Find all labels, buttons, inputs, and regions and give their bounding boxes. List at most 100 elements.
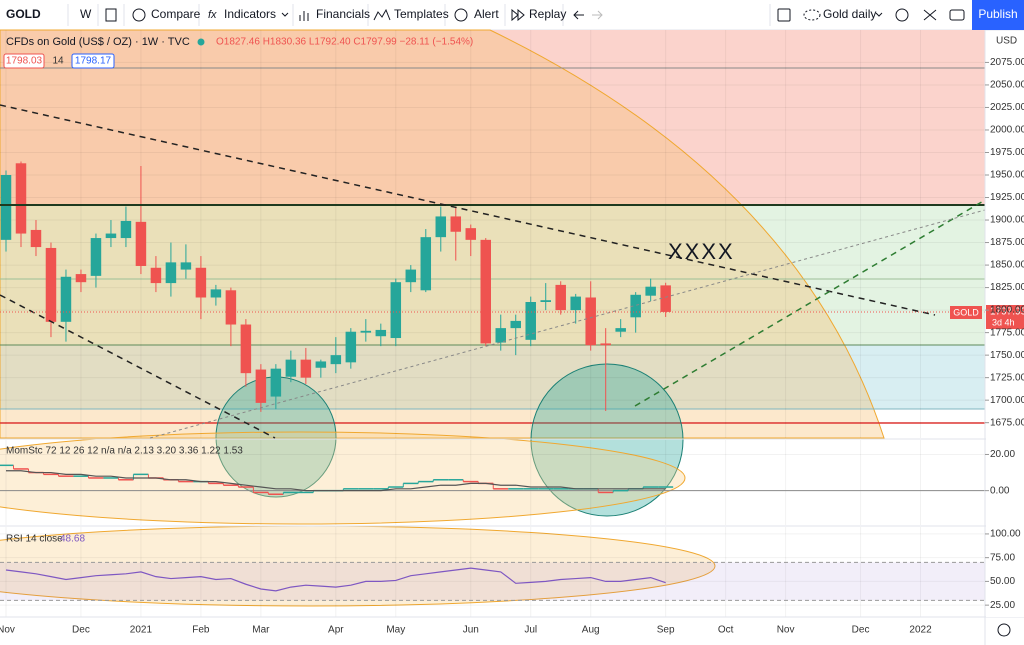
redo-icon[interactable] [592,10,603,20]
candle-body [420,237,432,291]
candle-body [510,320,521,329]
settings-icon[interactable] [895,8,909,22]
replay-button[interactable]: Replay [529,7,566,21]
x-tick-label: May [386,625,405,636]
trend-line [0,104,936,316]
compare-button[interactable]: Compare [151,7,201,21]
pane-borders [0,30,1024,645]
fullscreen-icon[interactable] [923,9,937,21]
bid[interactable]: 1798.03 [6,56,43,67]
candle-body [555,284,566,311]
x-tick-label: Oct [718,625,734,636]
candle-body [135,221,147,266]
candle-body [15,163,27,234]
y-tick-label: 100.00 [990,529,1021,540]
candle-body [495,328,506,343]
y-tick-label: 1675.00 [990,417,1024,428]
symbol-tag [950,306,982,319]
candle-body [480,239,492,344]
currency[interactable]: USD [996,36,1017,47]
rsi-title: RSI 14 close [6,534,63,545]
spread: 14 [52,56,64,67]
candle-body [285,359,297,377]
rsi-band [0,562,985,601]
candle-body [195,267,207,298]
candle-body [660,285,671,312]
alert-button[interactable]: Alert [474,7,499,21]
compare-icon[interactable] [132,8,146,22]
candle-body [105,233,117,239]
y-tick-label: 1950.00 [990,170,1024,181]
candle-body [435,216,447,238]
candle-body [630,294,641,318]
zone-red [0,30,985,205]
financials-icon[interactable] [299,11,309,21]
candle-body [645,286,656,296]
candle-body [375,329,387,337]
dropdown-icon[interactable] [875,12,883,17]
indicator-line [5,567,666,592]
candle-body [405,269,417,283]
candle-body [0,175,12,240]
y-tick-label: 1925.00 [990,192,1024,203]
undo-icon[interactable] [573,10,584,20]
momentum-title: MomStc 72 12 26 12 n/a n/a 2.13 3.20 3.3… [6,446,243,457]
replay-icon[interactable] [511,8,525,22]
indicators-button[interactable]: Indicators [224,7,276,21]
y-tick-label: 1900.00 [990,215,1024,226]
ask[interactable]: 1798.17 [75,56,112,67]
snapshot-icon[interactable] [949,9,965,21]
alert-icon[interactable] [454,8,468,22]
cloud-icon[interactable] [803,9,821,21]
price-tag-countdown: 3d 4h [992,317,1015,327]
y-tick-label: 1700.00 [990,395,1024,406]
x-tick-label: Jun [463,625,479,636]
dropdown-icon[interactable] [281,12,289,17]
zone-green [0,205,985,345]
y-tick-label: 1725.00 [990,372,1024,383]
templates-button[interactable]: Templates [394,7,449,21]
financials-button[interactable]: Financials [316,7,370,21]
indicator-line [5,470,666,492]
candle-body [225,290,237,325]
candle-body [210,289,222,298]
x-tick-label: 2021 [130,625,153,636]
axis-settings-icon[interactable] [997,623,1011,637]
y-tick-label: 2025.00 [990,102,1024,113]
ask-box[interactable] [71,53,115,69]
candle-body [525,302,536,340]
chart-type-icon[interactable] [105,8,117,22]
y-tick-label: 2000.00 [990,125,1024,136]
publish-button[interactable]: Publish [978,7,1017,21]
candle-body [315,361,327,368]
price-tag-price: 1797.99 [990,307,1024,318]
candle-body [585,297,596,346]
candle-body [450,216,462,232]
indicators-icon[interactable]: fx [208,9,217,21]
interval[interactable]: W [80,7,92,21]
trend-line [0,294,276,439]
candle-body [30,229,42,248]
candle-body [165,262,177,284]
bid-box[interactable] [3,53,45,69]
legend-title: CFDs on Gold (US$ / OZ) · 1W · TVC [6,36,190,48]
layout-name[interactable]: Gold daily [823,7,876,21]
candle-body [390,282,402,339]
candle-body [570,296,581,311]
y-tick-label: 1850.00 [990,260,1024,271]
templates-icon[interactable] [373,8,391,21]
symbol[interactable]: GOLD [6,7,41,21]
toolbar-separators [67,4,771,26]
checkbox[interactable] [777,8,791,22]
drawings-back [0,29,985,607]
marks [0,30,985,617]
candle-body [615,328,626,332]
publish-button-bg[interactable] [972,0,1024,30]
drawings-front [0,104,986,439]
y-tick-label: 1750.00 [990,350,1024,361]
candle-body [300,359,312,378]
x-tick-label: Dec [852,625,870,636]
y-tick-label: 20.00 [990,449,1015,460]
candle-body [345,331,357,363]
